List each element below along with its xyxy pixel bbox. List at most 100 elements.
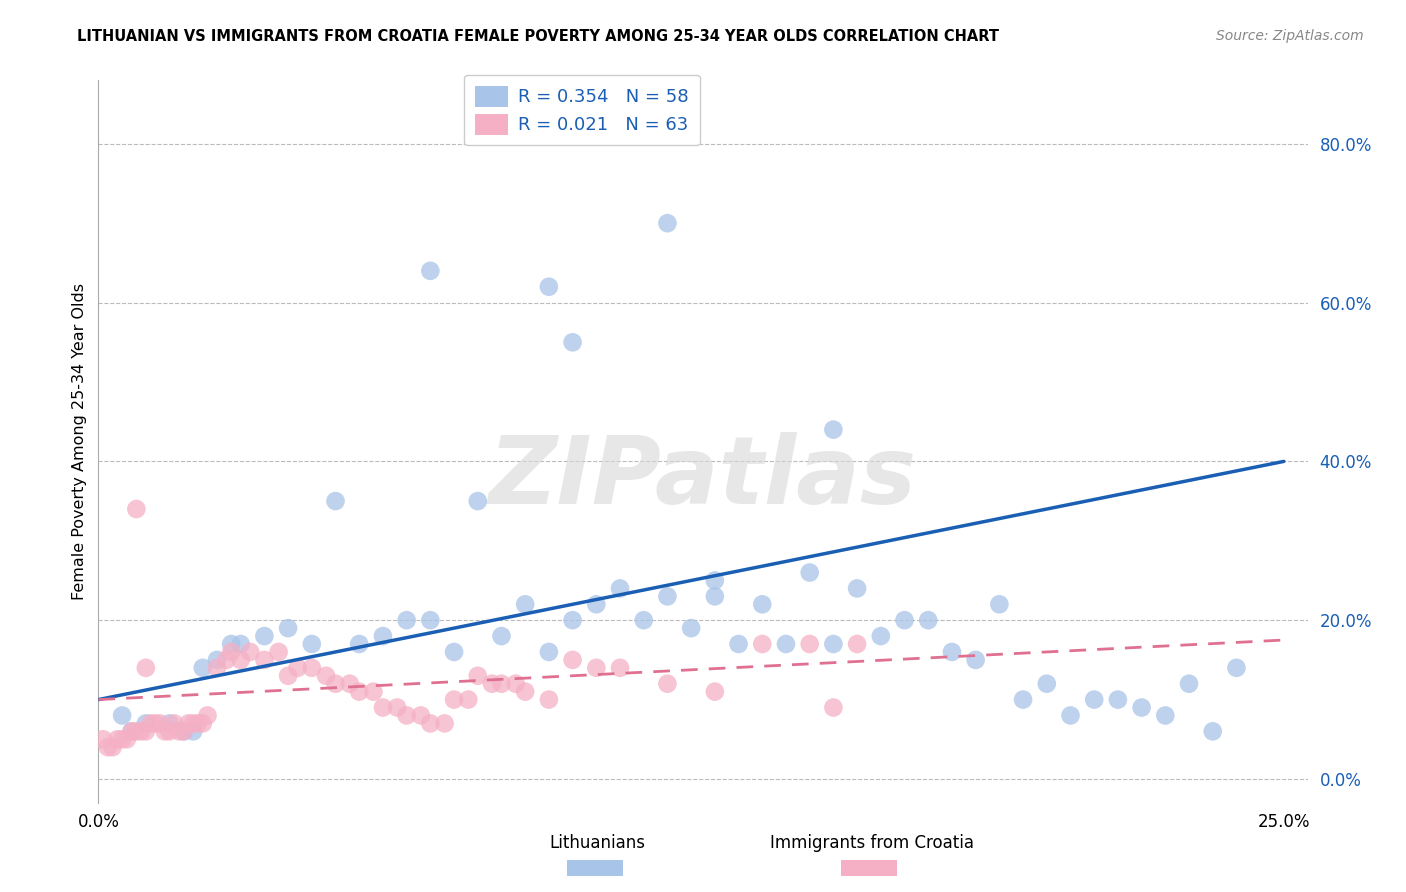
Point — [457, 692, 479, 706]
Point — [419, 716, 441, 731]
Point — [988, 597, 1011, 611]
Point — [149, 716, 172, 731]
Point — [419, 613, 441, 627]
Point — [703, 590, 725, 604]
Point — [363, 684, 385, 698]
Point — [301, 661, 323, 675]
Point — [409, 708, 432, 723]
Point — [537, 279, 560, 293]
Point — [609, 582, 631, 596]
Point — [277, 669, 299, 683]
Point — [205, 661, 228, 675]
Point — [219, 645, 242, 659]
Point — [823, 637, 845, 651]
Point — [727, 637, 749, 651]
Point — [167, 724, 190, 739]
Point — [159, 716, 181, 731]
Point — [139, 716, 162, 731]
Point — [657, 590, 679, 604]
Point — [253, 629, 276, 643]
Point — [181, 724, 204, 739]
Text: Lithuanians: Lithuanians — [550, 834, 645, 852]
Y-axis label: Female Poverty Among 25-34 Year Olds: Female Poverty Among 25-34 Year Olds — [72, 283, 87, 600]
Point — [917, 613, 939, 627]
Point — [135, 661, 157, 675]
Point — [799, 566, 821, 580]
Point — [515, 597, 537, 611]
Point — [371, 629, 394, 643]
Point — [121, 724, 143, 739]
Point — [395, 708, 418, 723]
Point — [561, 613, 583, 627]
Point — [135, 716, 157, 731]
Point — [267, 645, 290, 659]
Point — [191, 661, 214, 675]
Point — [101, 740, 124, 755]
Point — [347, 684, 370, 698]
Point — [173, 724, 195, 739]
Point — [965, 653, 987, 667]
Point — [433, 716, 456, 731]
Point — [443, 645, 465, 659]
Point — [1225, 661, 1247, 675]
Point — [751, 637, 773, 651]
Point — [585, 661, 607, 675]
Point — [385, 700, 408, 714]
Point — [135, 724, 157, 739]
Point — [1178, 676, 1201, 690]
Point — [467, 494, 489, 508]
Text: LITHUANIAN VS IMMIGRANTS FROM CROATIA FEMALE POVERTY AMONG 25-34 YEAR OLDS CORRE: LITHUANIAN VS IMMIGRANTS FROM CROATIA FE… — [77, 29, 1000, 45]
Point — [419, 264, 441, 278]
Point — [846, 582, 869, 596]
Text: Immigrants from Croatia: Immigrants from Croatia — [769, 834, 974, 852]
Point — [197, 708, 219, 723]
Point — [111, 708, 134, 723]
Point — [657, 676, 679, 690]
Point — [205, 653, 228, 667]
Point — [537, 645, 560, 659]
Point — [799, 637, 821, 651]
Point — [869, 629, 891, 643]
Point — [775, 637, 797, 651]
Point — [681, 621, 703, 635]
Point — [633, 613, 655, 627]
Point — [515, 684, 537, 698]
Point — [371, 700, 394, 714]
Point — [751, 597, 773, 611]
Point — [846, 637, 869, 651]
Text: ZIPatlas: ZIPatlas — [489, 432, 917, 524]
Point — [1130, 700, 1153, 714]
Point — [111, 732, 134, 747]
Point — [491, 629, 513, 643]
Point — [339, 676, 361, 690]
Point — [561, 335, 583, 350]
Point — [173, 724, 195, 739]
Point — [301, 637, 323, 651]
Point — [347, 637, 370, 651]
Point — [325, 494, 347, 508]
Point — [105, 732, 128, 747]
Point — [703, 574, 725, 588]
Point — [97, 740, 120, 755]
Point — [537, 692, 560, 706]
Point — [229, 653, 252, 667]
Point — [325, 676, 347, 690]
Point — [1012, 692, 1035, 706]
Point — [823, 423, 845, 437]
Point — [505, 676, 527, 690]
Point — [703, 684, 725, 698]
Point — [115, 732, 138, 747]
Text: Source: ZipAtlas.com: Source: ZipAtlas.com — [1216, 29, 1364, 44]
Point — [395, 613, 418, 627]
Point — [1107, 692, 1129, 706]
Point — [187, 716, 209, 731]
Point — [287, 661, 309, 675]
Point — [1059, 708, 1081, 723]
Point — [1202, 724, 1225, 739]
Point — [941, 645, 963, 659]
Point — [1036, 676, 1059, 690]
Point — [467, 669, 489, 683]
Point — [177, 716, 200, 731]
Point — [215, 653, 238, 667]
Point — [253, 653, 276, 667]
